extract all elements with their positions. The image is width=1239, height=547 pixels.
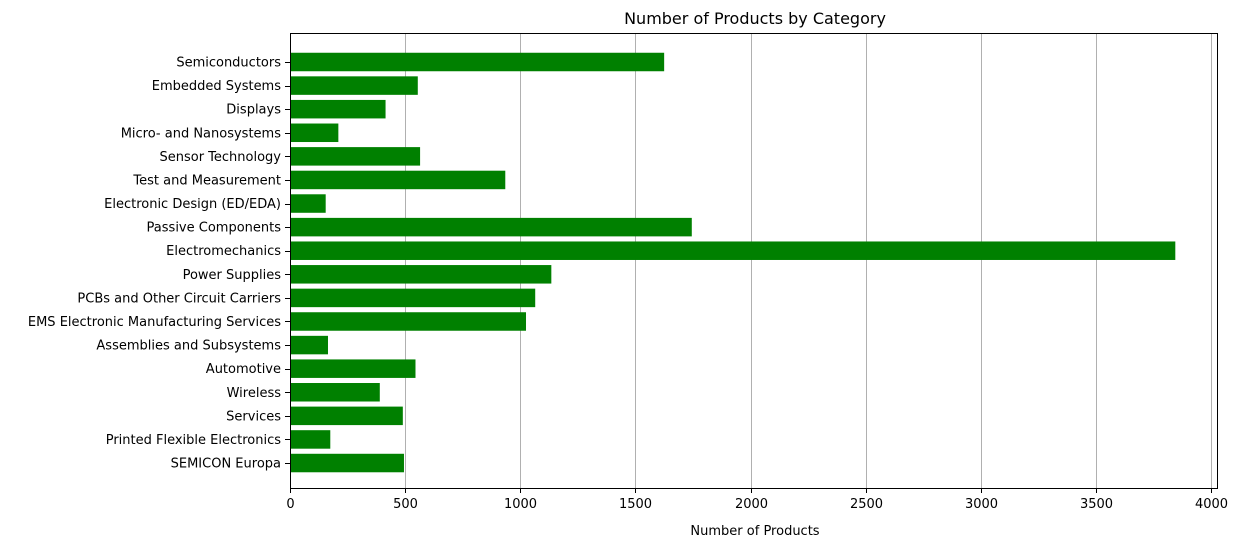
bars <box>290 52 1176 473</box>
bar <box>290 430 331 449</box>
bar <box>290 217 692 237</box>
y-axis-ticks: Semiconductors Embedded Systems Displays Mi… <box>28 56 290 472</box>
category-label: Assemblies and Subsystems <box>96 339 281 354</box>
category-label: Wireless <box>227 386 282 401</box>
x-tick-label: 3500 <box>1080 497 1113 512</box>
x-axis-label: Number of Products <box>690 524 819 539</box>
bar <box>290 265 552 284</box>
category-label: Sensor Technology <box>159 150 281 165</box>
category-label: Printed Flexible Electronics <box>106 433 282 448</box>
bar <box>290 383 380 402</box>
category-label: Electronic Design (ED/EDA) <box>104 197 281 212</box>
bar <box>290 406 403 426</box>
category-label: SEMICON Europa <box>171 457 281 472</box>
bar <box>290 76 418 95</box>
category-label: EMS Electronic Manufacturing Services <box>28 315 281 330</box>
category-label: Passive Components <box>147 221 282 236</box>
x-tick-label: 2500 <box>850 497 883 512</box>
bar <box>290 99 386 119</box>
plot-frame <box>290 33 1218 489</box>
bar <box>290 194 326 213</box>
category-label: Embedded Systems <box>152 79 281 94</box>
chart-title: Number of Products by Category <box>624 9 886 28</box>
category-label: Electromechanics <box>166 244 281 259</box>
bar <box>290 312 527 331</box>
bar <box>290 288 536 308</box>
category-label: Displays <box>226 103 281 118</box>
x-axis-ticks: 0 500 1000 1500 2000 2500 3000 3500 4000 <box>286 488 1228 512</box>
bar <box>290 241 1176 260</box>
bar <box>290 123 339 143</box>
bar <box>290 147 421 166</box>
category-label: Automotive <box>206 362 281 377</box>
category-label: Test and Measurement <box>132 173 281 188</box>
x-tick-label: 0 <box>286 497 294 512</box>
x-tick-label: 500 <box>393 497 418 512</box>
gridlines <box>405 33 1212 488</box>
bar <box>290 170 506 190</box>
category-label: PCBs and Other Circuit Carriers <box>77 291 281 306</box>
bar <box>290 359 416 378</box>
x-tick-label: 1000 <box>504 497 537 512</box>
category-label: Micro- and Nanosystems <box>121 126 282 141</box>
x-tick-label: 3000 <box>965 497 998 512</box>
x-tick-label: 2000 <box>735 497 768 512</box>
category-label: Semiconductors <box>176 56 281 71</box>
bar <box>290 453 404 473</box>
bar <box>290 335 328 355</box>
x-tick-label: 4000 <box>1195 497 1228 512</box>
x-tick-label: 1500 <box>619 497 652 512</box>
bar <box>290 52 665 72</box>
category-label: Services <box>226 409 281 424</box>
category-label: Power Supplies <box>183 268 282 283</box>
